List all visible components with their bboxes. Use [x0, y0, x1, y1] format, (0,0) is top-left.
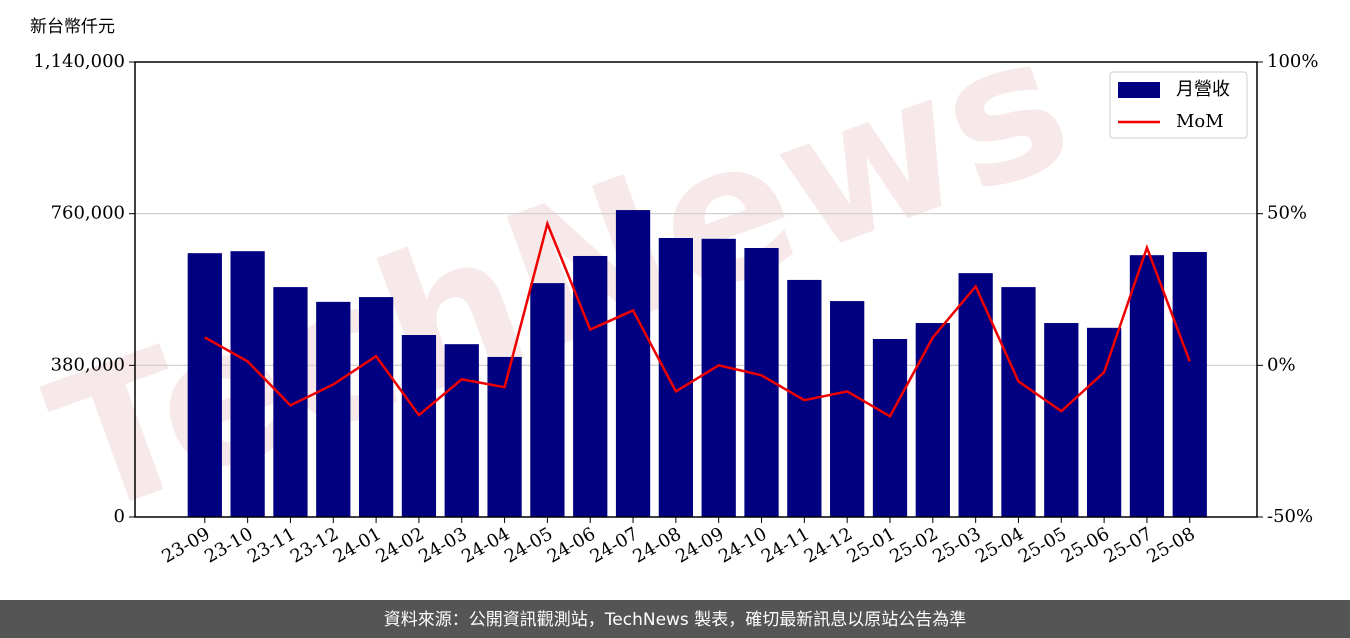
y-tick-label: 760,000	[51, 203, 125, 224]
bar	[187, 253, 222, 518]
x-tick-label: 25-02	[886, 523, 941, 567]
x-tick-label: 24-08	[629, 523, 684, 567]
x-tick-label: 25-05	[1015, 523, 1070, 567]
y-tick-label: 1,140,000	[33, 51, 125, 72]
bar	[401, 335, 437, 517]
bar	[358, 297, 394, 517]
x-tick-label: 24-05	[501, 523, 556, 567]
legend-label: MoM	[1176, 111, 1224, 132]
bar	[444, 344, 479, 517]
plot-frame	[134, 61, 1258, 518]
bar	[530, 283, 565, 517]
bar	[1129, 255, 1165, 517]
x-tick-label: 23-11	[244, 523, 299, 567]
bar	[872, 338, 908, 517]
bar	[958, 273, 993, 517]
footer-band	[0, 600, 1350, 638]
x-tick-label: 24-03	[415, 523, 470, 567]
x-tick-label: 25-03	[929, 523, 984, 567]
x-tick-label: 25-06	[1058, 523, 1113, 567]
y2-tick-label: -50%	[1267, 506, 1313, 527]
legend-swatch	[1118, 82, 1160, 98]
x-tick-label: 23-10	[201, 523, 256, 567]
y2-tick-label: 0%	[1267, 354, 1296, 375]
x-tick-label: 25-08	[1143, 523, 1198, 567]
bar	[1172, 251, 1207, 517]
line	[204, 219, 1191, 419]
bar	[487, 356, 522, 517]
bar	[1044, 323, 1079, 517]
bar	[316, 301, 351, 517]
y-tick-label: 380,000	[51, 354, 125, 375]
y2-tick-label: 100%	[1267, 51, 1318, 72]
bar	[273, 287, 308, 517]
bar	[658, 238, 694, 517]
x-tick-label: 23-12	[287, 523, 342, 567]
y-tick-label: 0	[114, 506, 125, 527]
source-note: 資料來源：公開資訊觀測站，TechNews 製表，確切最新訊息以原站公告為準	[384, 610, 966, 630]
x-tick-label: 25-04	[972, 523, 1027, 567]
bar	[230, 251, 265, 517]
x-tick-label: 25-01	[844, 523, 899, 567]
bar	[615, 210, 651, 517]
x-tick-label: 24-10	[715, 523, 770, 567]
x-tick-label: 24-02	[372, 523, 427, 567]
bar	[1086, 327, 1122, 517]
x-tick-label: 24-09	[672, 523, 727, 567]
x-tick-label: 24-01	[330, 523, 385, 567]
bar	[830, 301, 865, 517]
x-tick-label: 24-06	[544, 523, 599, 567]
x-tick-label: 24-04	[458, 523, 513, 567]
x-tick-label: 24-11	[758, 523, 813, 567]
x-tick-label: 24-07	[587, 523, 642, 567]
x-tick-label: 25-07	[1101, 523, 1156, 567]
bar	[915, 323, 950, 517]
bar	[1001, 287, 1036, 517]
legend-label: 月營收	[1176, 79, 1230, 100]
x-tick-label: 24-12	[801, 523, 856, 567]
y2-tick-label: 50%	[1267, 203, 1307, 224]
y-axis-label: 新台幣仟元	[30, 17, 115, 37]
bar	[573, 255, 608, 517]
bar	[701, 238, 736, 517]
